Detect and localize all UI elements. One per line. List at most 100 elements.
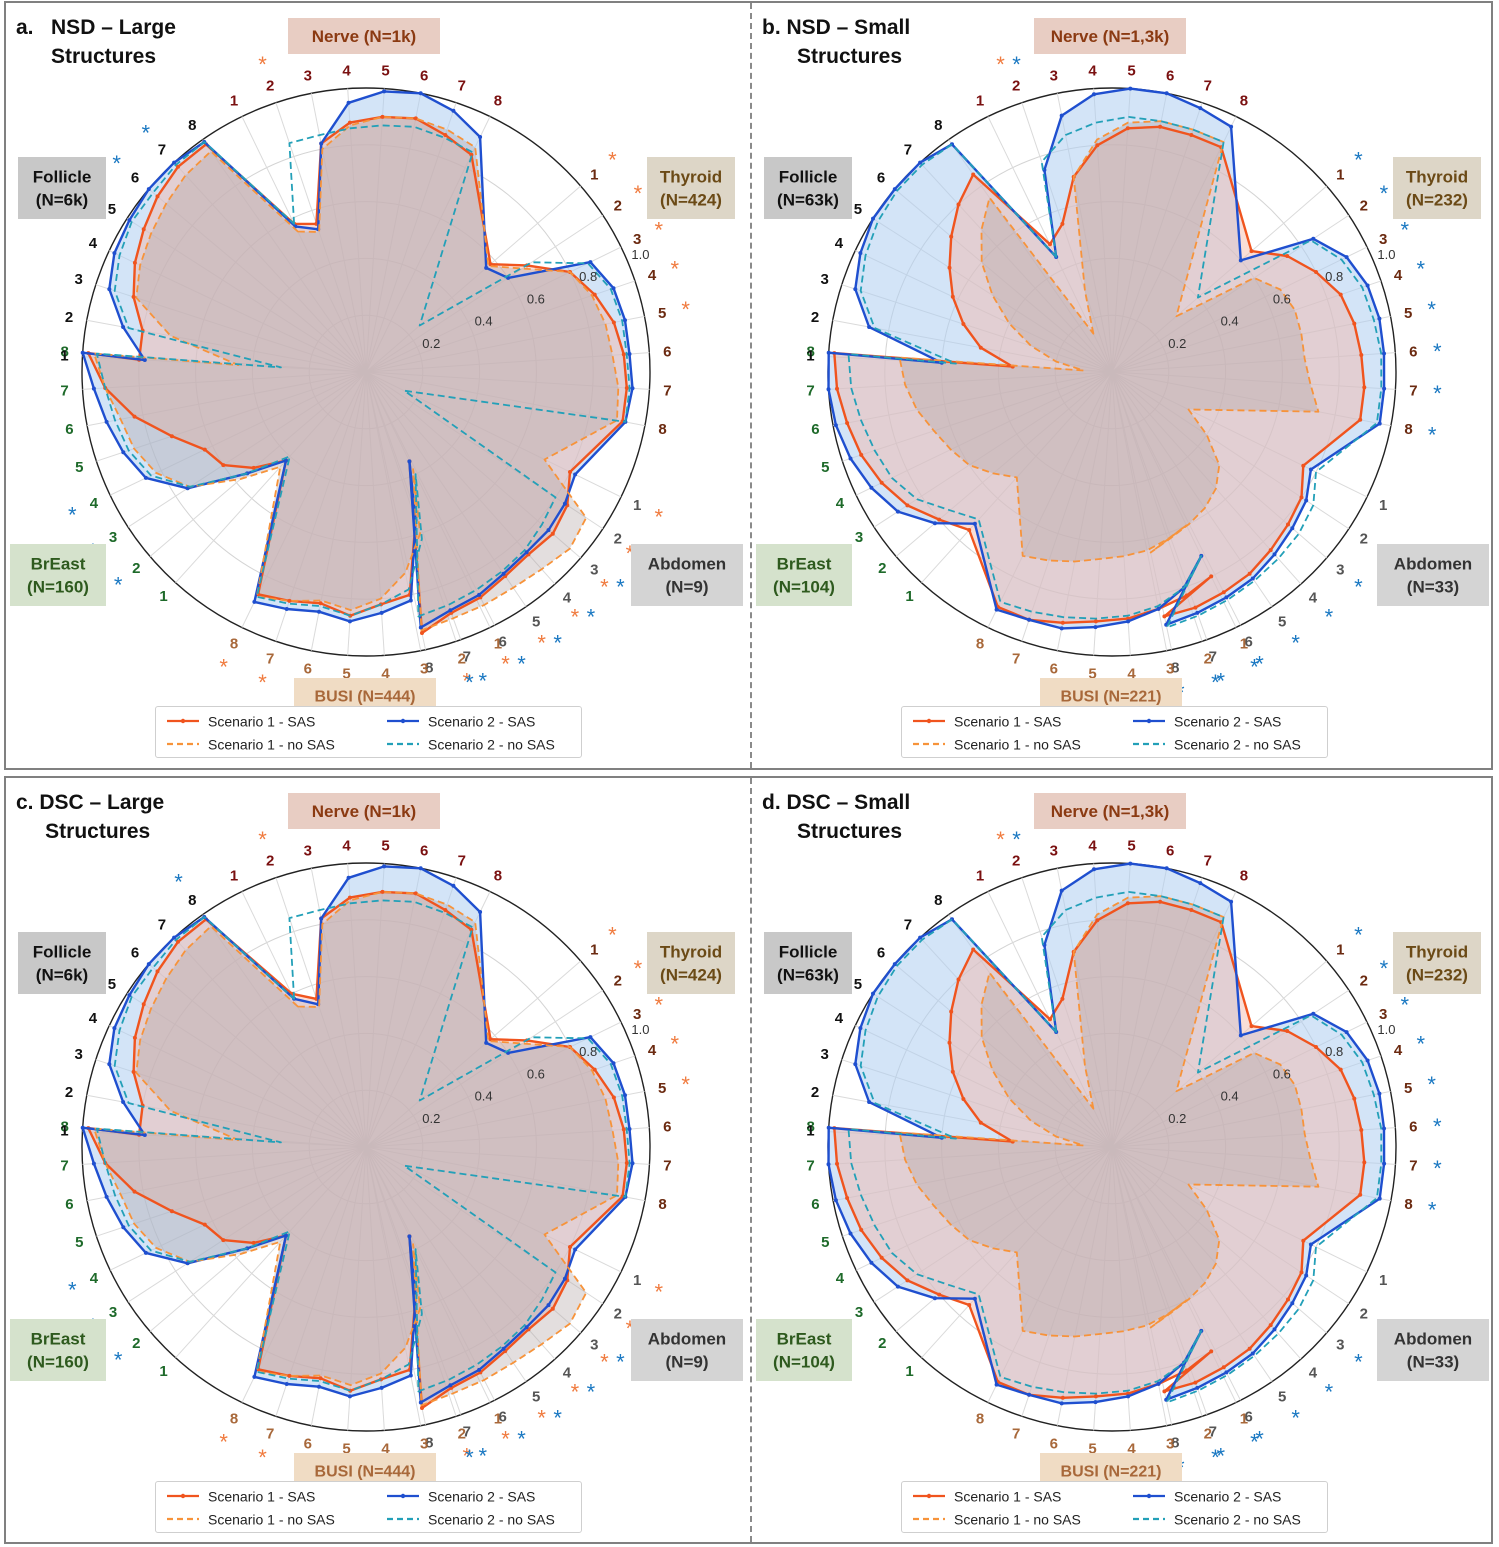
follicle-label-box [764,157,852,219]
spoke-label: 3 [590,1337,598,1354]
data-point-s1_sas [1249,249,1254,254]
data-point-s2_sas [121,1100,126,1104]
spoke-label: 5 [658,305,666,322]
significance-star-blue: * [465,670,474,695]
data-point-s1_sas [287,598,292,603]
nerve-group-label: Nerve (N=1k) [312,27,416,46]
significance-star-orange: * [258,1445,267,1470]
spoke-label: 7 [904,916,912,933]
data-point-s2_sas [1093,625,1098,630]
data-point-s2_sas [107,1062,112,1067]
legend-item-s2_sas: Scenario 2 - SAS [386,710,535,730]
significance-star-orange: * [258,827,267,852]
breast-group-label: BrEast [31,1329,86,1348]
spoke-label: 6 [1409,343,1417,360]
spoke-label: 1 [633,1272,641,1289]
spoke-label: 8 [188,117,196,134]
significance-star-orange: * [654,1279,663,1304]
data-point-s1_sas [1184,1368,1189,1373]
data-point-s2_sas [994,1382,999,1387]
data-point-s1_sas [1158,899,1163,904]
follicle-group-label: Follicle [779,167,838,186]
spoke-label: 7 [1409,382,1417,399]
data-point-s1_sas [1352,321,1357,326]
panel-title: b. NSD – Small Structures [762,16,911,68]
spoke-label: 2 [65,1084,73,1101]
spoke-label: 7 [1209,649,1217,666]
spoke-label: 5 [1278,1388,1286,1405]
data-point-s2_sas [1377,1091,1382,1096]
data-point-s1_sas [420,1406,424,1410]
data-point-s1_sas [1060,996,1065,1001]
significance-star-blue: * [1433,339,1442,364]
data-point-s2_sas [112,1026,117,1031]
data-point-s2_sas [317,609,321,614]
data-point-s2_sas [867,1100,872,1104]
r-tick-label: 0.4 [1221,1089,1239,1104]
legend-item-s2_nosas: Scenario 2 - no SAS [386,733,555,753]
data-point-s2_sas [1156,606,1161,611]
spoke-label: 3 [74,271,82,288]
data-point-s2_sas [346,100,351,105]
data-point-s2_sas [80,350,85,355]
r-tick-label: 0.2 [422,336,440,351]
spoke-label: 2 [614,531,622,548]
data-point-s2_sas [104,419,109,424]
data-point-s2_sas [1272,552,1277,557]
significance-star-blue: * [587,1379,596,1404]
spoke-label: 5 [854,976,862,993]
data-point-s2_sas [833,1198,838,1203]
significance-star-blue: * [1427,1072,1436,1097]
thyroid-group-label: Thyroid [1406,167,1468,186]
significance-star-orange: * [681,297,690,322]
data-point-s2_sas [972,521,977,526]
spoke-label: 6 [1244,1408,1252,1425]
busi-group-label: BUSI (N=444) [315,689,416,706]
spoke-label: 5 [854,201,862,218]
significance-star-blue: * [1427,297,1436,322]
legend-swatch [167,719,199,724]
data-point-s2_sas [588,1035,593,1040]
data-point-s1_sas [1125,126,1130,131]
data-point-s2_sas [1344,255,1349,260]
breast-label-box [10,1319,106,1381]
data-point-s2_sas [932,521,937,526]
spoke-label: 1 [230,867,238,884]
spoke-label: 6 [65,1196,73,1213]
r-tick-label: 0.6 [1273,291,1291,306]
spoke-label: 3 [1166,1435,1174,1452]
legend-item-s1_nosas: Scenario 1 - no SAS [166,1508,335,1528]
spoke-label: 2 [1360,197,1368,214]
data-point-s2_sas [252,1374,257,1379]
data-point-s1_sas [1358,417,1363,422]
data-point-s1_sas [132,260,137,265]
spoke-label: 8 [1171,659,1179,676]
data-point-s1_sas [141,227,146,232]
data-point-s1_sas [879,1255,884,1260]
spoke-label: 5 [658,1080,666,1097]
follicle-label-box [764,932,852,994]
spoke-label: 1 [976,92,984,109]
data-point-s2_sas [1308,467,1313,472]
spoke-label: 1 [905,588,913,605]
spoke-label: 3 [1379,1006,1387,1023]
significance-star-orange: * [608,923,617,948]
spoke-label: 6 [420,843,428,860]
breast-group-label: (N=104) [773,577,835,596]
spoke-label: 2 [1204,650,1212,667]
data-point-s1_sas [413,891,418,896]
spoke-label: 7 [463,1424,471,1441]
data-point-s2_sas [1382,351,1386,356]
spoke-label: 4 [381,1440,390,1457]
data-point-s2_sas [1059,113,1064,118]
nerve-group-label: Nerve (N=1k) [312,802,416,821]
legend-label: Scenario 1 - no SAS [208,1511,335,1528]
data-point-s1_sas [1285,254,1290,258]
spoke-label: 5 [1127,63,1135,80]
data-point-s1_sas [1193,1380,1198,1385]
spoke-label: 7 [158,916,166,933]
data-point-s2_sas [1126,1394,1131,1399]
legend-swatch [913,1494,945,1499]
